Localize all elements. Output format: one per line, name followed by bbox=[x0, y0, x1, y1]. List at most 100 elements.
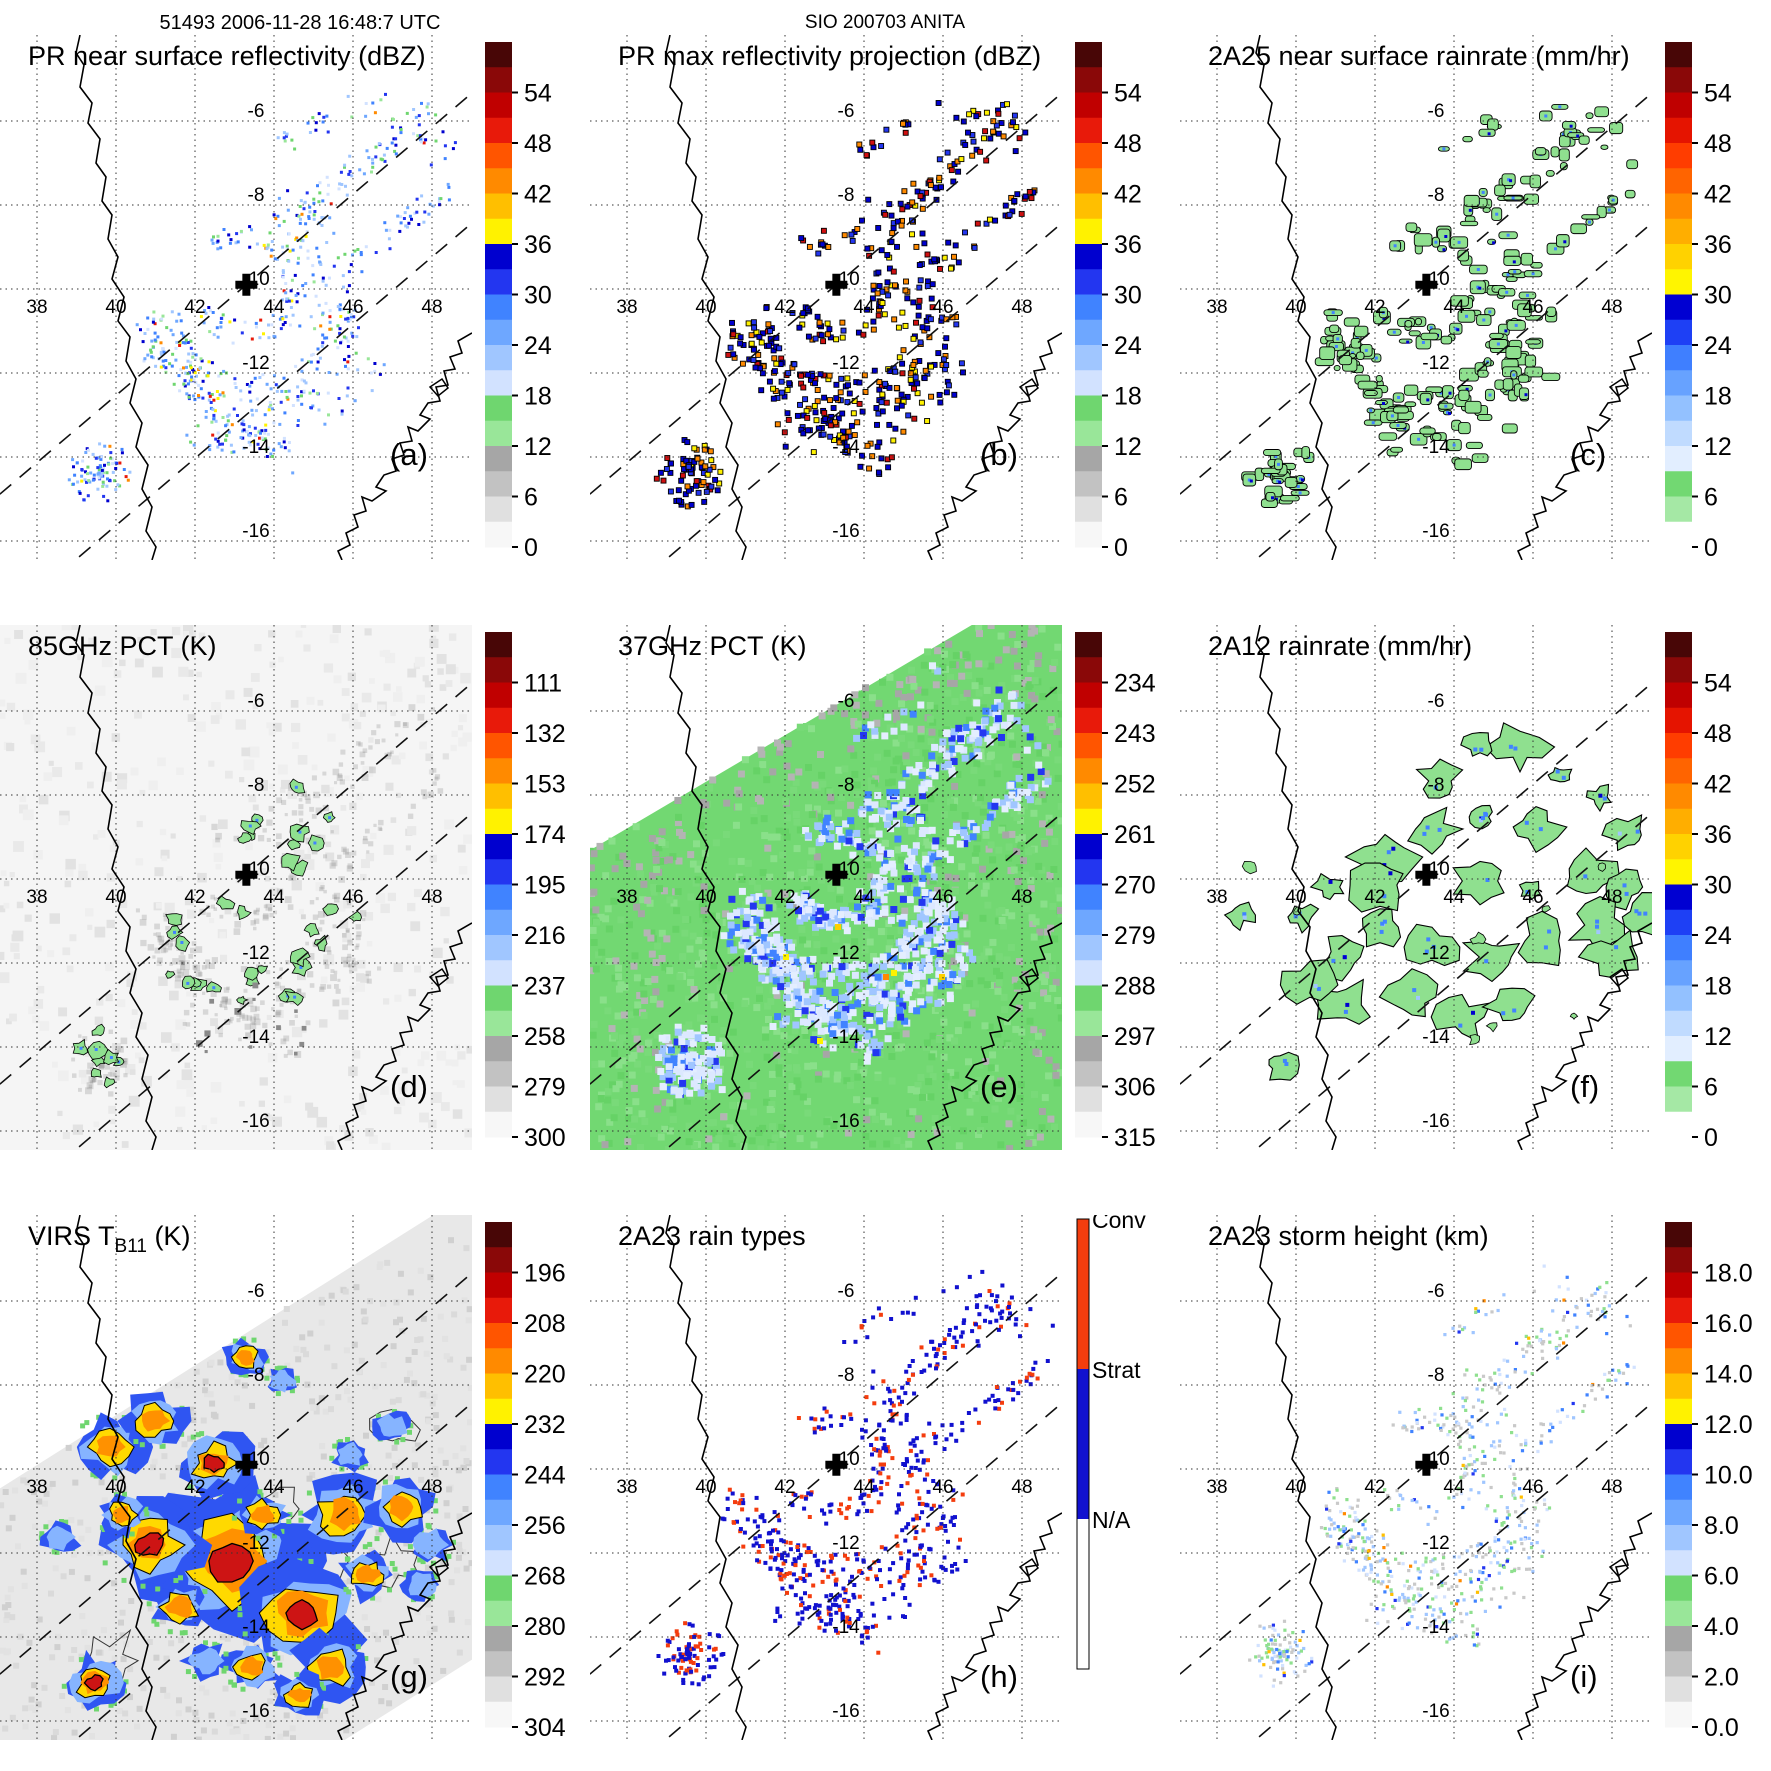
data-pixel bbox=[318, 260, 322, 264]
data-pixel bbox=[838, 794, 846, 801]
data-pixel bbox=[866, 821, 874, 829]
data-pixel bbox=[815, 839, 823, 847]
data-pixel bbox=[750, 807, 758, 815]
data-pixel bbox=[716, 984, 724, 992]
data-pixel bbox=[969, 721, 977, 729]
colorbar-segment bbox=[1075, 471, 1102, 497]
data-pixel bbox=[827, 834, 835, 842]
data-pixel bbox=[279, 1002, 284, 1007]
data-pixel bbox=[22, 809, 34, 821]
data-pixel bbox=[765, 975, 773, 983]
data-pixel bbox=[30, 734, 41, 745]
rain-blob bbox=[1464, 400, 1482, 414]
data-pixel bbox=[307, 217, 311, 220]
data-pixel bbox=[276, 136, 280, 140]
data-pixel bbox=[217, 374, 221, 378]
data-pixel bbox=[189, 364, 192, 368]
data-pixel bbox=[876, 1017, 884, 1025]
data-pixel bbox=[98, 473, 102, 477]
data-pixel bbox=[229, 1020, 233, 1024]
data-pixel bbox=[232, 450, 236, 454]
data-pixel bbox=[950, 728, 958, 736]
swath-edge-line bbox=[664, 221, 1062, 560]
data-pixel bbox=[979, 865, 986, 873]
data-pixel bbox=[956, 911, 963, 919]
data-pixel bbox=[48, 760, 54, 766]
data-pixel bbox=[997, 1141, 1005, 1149]
data-pixel bbox=[902, 994, 910, 1002]
data-pixel bbox=[1036, 932, 1044, 940]
coastline-madagascar bbox=[336, 922, 472, 1150]
data-pixel bbox=[910, 362, 917, 368]
data-pixel bbox=[324, 283, 328, 287]
data-pixel bbox=[383, 159, 387, 163]
data-pixel bbox=[311, 848, 318, 855]
colorbar-tick-label: 54 bbox=[1114, 80, 1142, 108]
data-pixel bbox=[254, 409, 258, 413]
data-pixel bbox=[790, 786, 798, 794]
data-pixel bbox=[801, 1027, 809, 1034]
data-pixel bbox=[176, 1080, 186, 1090]
colorbar-tick-label: 174 bbox=[524, 821, 566, 849]
data-pixel bbox=[87, 1062, 94, 1069]
data-pixel bbox=[364, 102, 368, 105]
data-pixel bbox=[447, 185, 451, 189]
rain-blob bbox=[1437, 228, 1451, 243]
data-pixel bbox=[1035, 652, 1043, 660]
data-pixel bbox=[247, 425, 251, 429]
data-pixel bbox=[58, 1007, 68, 1017]
colorbar-segment bbox=[485, 707, 512, 734]
data-pixel bbox=[265, 903, 273, 911]
data-pixel bbox=[383, 221, 387, 225]
data-pixel bbox=[936, 156, 943, 163]
data-pixel bbox=[205, 959, 210, 965]
data-pixel bbox=[283, 446, 287, 450]
data-pixel bbox=[886, 265, 893, 272]
data-pixel bbox=[914, 929, 922, 936]
rain-blob bbox=[1413, 233, 1433, 247]
data-pixel bbox=[85, 908, 94, 917]
data-pixel bbox=[321, 784, 330, 794]
data-pixel bbox=[219, 1004, 223, 1008]
data-pixel bbox=[661, 1125, 669, 1133]
data-pixel bbox=[188, 954, 194, 959]
data-pixel bbox=[852, 701, 860, 709]
data-pixel bbox=[427, 791, 434, 799]
colorbar-segment bbox=[485, 758, 512, 784]
data-pixel bbox=[965, 129, 971, 136]
data-pixel bbox=[1014, 662, 1021, 670]
data-pixel bbox=[872, 957, 880, 965]
data-pixel bbox=[209, 401, 213, 404]
data-pixel bbox=[109, 844, 118, 853]
data-pixel bbox=[334, 900, 346, 912]
data-pixel bbox=[328, 216, 332, 220]
rain-blob bbox=[1420, 332, 1439, 341]
data-pixel bbox=[269, 403, 273, 407]
colorbar-segment bbox=[485, 1086, 512, 1113]
data-pixel bbox=[748, 877, 756, 885]
data-pixel bbox=[86, 472, 89, 476]
data-pixel bbox=[350, 331, 354, 335]
data-pixel bbox=[280, 389, 284, 393]
data-pixel bbox=[1488, 393, 1492, 397]
data-pixel bbox=[731, 959, 739, 967]
data-pixel bbox=[679, 472, 686, 479]
data-pixel bbox=[973, 113, 980, 120]
data-pixel bbox=[312, 914, 319, 920]
data-pixel bbox=[1611, 198, 1615, 202]
data-pixel bbox=[892, 425, 899, 432]
data-pixel bbox=[412, 108, 416, 111]
data-pixel bbox=[263, 437, 267, 441]
data-pixel bbox=[458, 714, 467, 723]
data-pixel bbox=[81, 1075, 90, 1085]
data-pixel bbox=[789, 939, 797, 947]
data-pixel bbox=[928, 1053, 936, 1061]
data-pixel bbox=[377, 966, 382, 971]
data-pixel bbox=[889, 993, 897, 1001]
data-pixel bbox=[645, 1065, 653, 1073]
data-pixel bbox=[434, 113, 438, 117]
data-pixel bbox=[768, 1090, 776, 1097]
data-pixel bbox=[750, 357, 757, 363]
data-pixel bbox=[299, 199, 303, 203]
pct-blob bbox=[240, 820, 262, 836]
